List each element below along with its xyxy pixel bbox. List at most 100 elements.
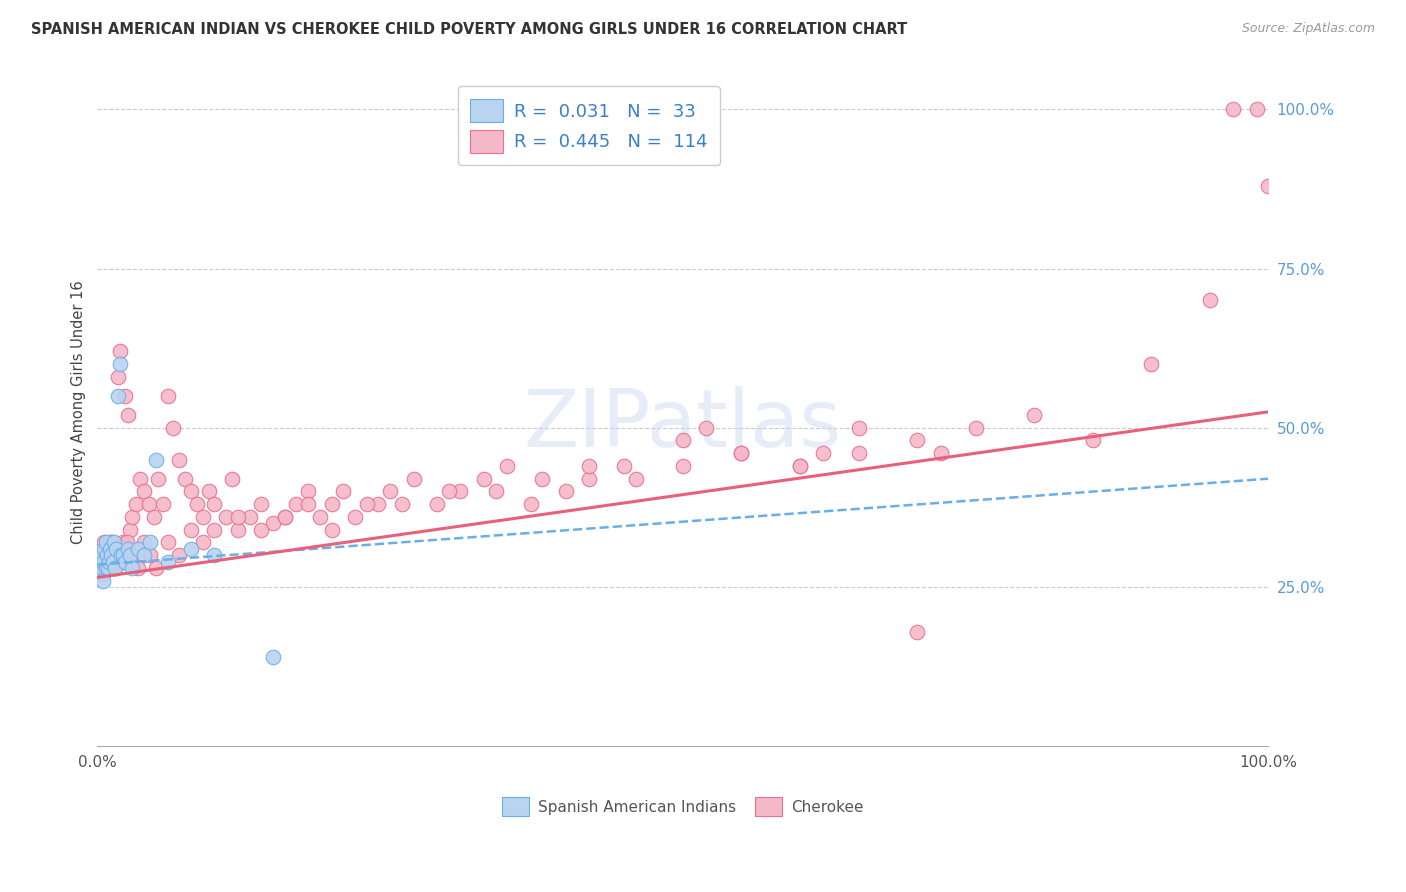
Point bbox=[128, 472, 150, 486]
Point bbox=[105, 541, 128, 556]
Point bbox=[98, 548, 121, 562]
Point bbox=[169, 548, 191, 562]
Point bbox=[100, 535, 122, 549]
Point bbox=[449, 484, 471, 499]
Point bbox=[125, 497, 148, 511]
Point bbox=[110, 548, 132, 562]
Point bbox=[472, 472, 495, 486]
Point bbox=[215, 510, 238, 524]
Point bbox=[101, 548, 124, 562]
Point bbox=[730, 446, 752, 460]
Point bbox=[308, 510, 330, 524]
Text: SPANISH AMERICAN INDIAN VS CHEROKEE CHILD POVERTY AMONG GIRLS UNDER 16 CORRELATI: SPANISH AMERICAN INDIAN VS CHEROKEE CHIL… bbox=[31, 22, 907, 37]
Point bbox=[105, 548, 128, 562]
Point bbox=[226, 523, 249, 537]
Point bbox=[905, 624, 928, 639]
Y-axis label: Child Poverty Among Girls Under 16: Child Poverty Among Girls Under 16 bbox=[72, 280, 86, 543]
Point bbox=[121, 561, 143, 575]
Point bbox=[929, 446, 952, 460]
Point bbox=[105, 541, 128, 556]
Point bbox=[108, 344, 131, 359]
Point bbox=[145, 561, 167, 575]
Point bbox=[120, 523, 142, 537]
Point bbox=[96, 561, 118, 575]
Point bbox=[120, 548, 142, 562]
Point bbox=[127, 561, 149, 575]
Point bbox=[134, 535, 156, 549]
Point bbox=[112, 548, 135, 562]
Point bbox=[117, 408, 139, 422]
Point bbox=[156, 535, 179, 549]
Point bbox=[965, 421, 987, 435]
Point bbox=[98, 548, 121, 562]
Point bbox=[613, 458, 636, 473]
Point bbox=[169, 452, 191, 467]
Point bbox=[221, 472, 243, 486]
Point bbox=[104, 561, 127, 575]
Point bbox=[789, 458, 811, 473]
Point bbox=[186, 497, 208, 511]
Point bbox=[89, 561, 111, 575]
Point bbox=[695, 421, 717, 435]
Point bbox=[100, 535, 122, 549]
Point bbox=[103, 535, 125, 549]
Point bbox=[197, 484, 219, 499]
Point bbox=[114, 554, 136, 568]
Point bbox=[94, 535, 117, 549]
Point bbox=[262, 516, 284, 531]
Point bbox=[104, 561, 127, 575]
Point bbox=[156, 389, 179, 403]
Point bbox=[127, 541, 149, 556]
Point bbox=[672, 434, 695, 448]
Point bbox=[114, 389, 136, 403]
Point bbox=[100, 548, 122, 562]
Point bbox=[1140, 357, 1163, 371]
Point bbox=[813, 446, 835, 460]
Point bbox=[789, 458, 811, 473]
Point bbox=[250, 523, 273, 537]
Point bbox=[152, 497, 174, 511]
Point bbox=[285, 497, 308, 511]
Text: ZIPatlas: ZIPatlas bbox=[524, 386, 842, 464]
Point bbox=[90, 548, 112, 562]
Point bbox=[89, 567, 111, 582]
Point bbox=[519, 497, 541, 511]
Point bbox=[554, 484, 576, 499]
Point bbox=[180, 541, 202, 556]
Point bbox=[117, 541, 139, 556]
Point bbox=[91, 567, 114, 582]
Point bbox=[191, 510, 214, 524]
Text: Source: ZipAtlas.com: Source: ZipAtlas.com bbox=[1241, 22, 1375, 36]
Point bbox=[250, 497, 273, 511]
Point bbox=[97, 541, 120, 556]
Point bbox=[378, 484, 401, 499]
Point bbox=[848, 421, 870, 435]
Point bbox=[107, 369, 129, 384]
Point bbox=[98, 541, 121, 556]
Point bbox=[180, 484, 202, 499]
Point bbox=[226, 510, 249, 524]
Point bbox=[848, 446, 870, 460]
Point bbox=[107, 548, 129, 562]
Point bbox=[121, 510, 143, 524]
Point bbox=[204, 497, 226, 511]
Point bbox=[1246, 103, 1268, 117]
Point bbox=[624, 472, 647, 486]
Point bbox=[391, 497, 413, 511]
Point bbox=[94, 561, 117, 575]
Point bbox=[134, 484, 156, 499]
Point bbox=[96, 548, 118, 562]
Point bbox=[94, 548, 117, 562]
Point bbox=[204, 523, 226, 537]
Point bbox=[1257, 178, 1279, 193]
Point bbox=[332, 484, 354, 499]
Point bbox=[484, 484, 506, 499]
Point bbox=[174, 472, 197, 486]
Point bbox=[138, 497, 160, 511]
Point bbox=[262, 650, 284, 665]
Point bbox=[1024, 408, 1046, 422]
Point bbox=[274, 510, 297, 524]
Point bbox=[496, 458, 519, 473]
Point bbox=[730, 446, 752, 460]
Point bbox=[93, 535, 115, 549]
